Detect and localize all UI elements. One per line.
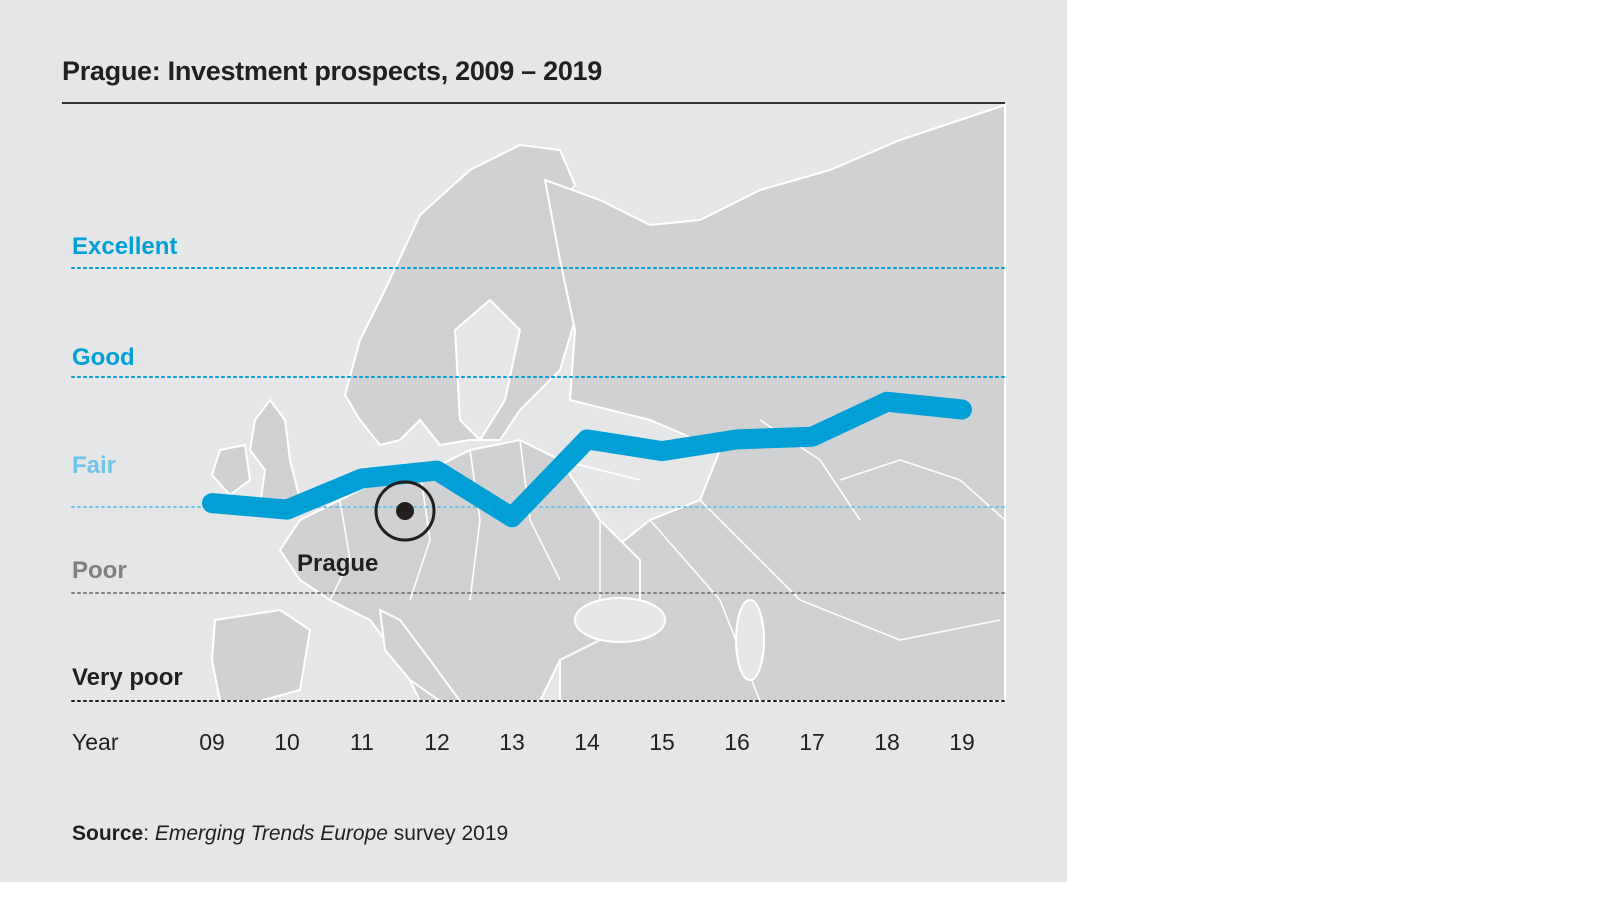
data-point bbox=[361, 477, 363, 480]
map-border bbox=[469, 449, 481, 601]
x-axis-ticks: Year 09 10 11 12 13 14 15 16 17 18 19 bbox=[72, 729, 975, 755]
data-point bbox=[586, 438, 588, 441]
x-tick-label: 19 bbox=[949, 729, 975, 755]
data-point bbox=[511, 516, 513, 519]
map-baltic-sea bbox=[453, 298, 522, 442]
city-label: Prague bbox=[297, 550, 378, 577]
x-tick-label: 13 bbox=[499, 729, 525, 755]
level-labels: Very poor Poor Fair Good Excellent bbox=[72, 233, 183, 691]
source-label: Source bbox=[72, 822, 144, 845]
source-publication: Emerging Trends Europe bbox=[154, 822, 388, 845]
map-border bbox=[799, 599, 1001, 641]
map-black-sea bbox=[574, 597, 666, 643]
x-tick-label: 17 bbox=[799, 729, 825, 755]
map-border bbox=[519, 439, 561, 581]
target-ring-icon bbox=[374, 480, 436, 542]
source-note: Source: Emerging Trends Europe survey 20… bbox=[72, 822, 508, 846]
map-border bbox=[699, 499, 801, 601]
title-divider bbox=[62, 102, 1005, 104]
level-label-very-poor: Very poor bbox=[72, 664, 183, 691]
x-tick-label: 18 bbox=[874, 729, 900, 755]
data-point bbox=[736, 438, 738, 441]
map-caspian-sea bbox=[735, 599, 765, 681]
x-tick-label: 10 bbox=[274, 729, 300, 755]
data-point bbox=[661, 450, 663, 453]
map-landmass bbox=[210, 443, 252, 497]
map-landmass bbox=[210, 608, 312, 702]
data-point bbox=[886, 400, 888, 403]
data-point bbox=[961, 408, 963, 411]
x-tick-label: 16 bbox=[724, 729, 750, 755]
x-tick-label: 15 bbox=[649, 729, 675, 755]
source-separator: : bbox=[143, 822, 155, 845]
target-dot-icon bbox=[396, 502, 414, 520]
europe-map bbox=[210, 103, 1006, 702]
level-label-poor: Poor bbox=[72, 557, 127, 584]
level-label-good: Good bbox=[72, 344, 135, 371]
x-tick-label: 09 bbox=[199, 729, 225, 755]
map-border bbox=[839, 459, 1006, 521]
data-point bbox=[211, 502, 213, 505]
x-axis-label: Year bbox=[72, 729, 119, 755]
prague-marker: Prague bbox=[297, 480, 436, 577]
map-border bbox=[329, 499, 351, 601]
data-point bbox=[436, 469, 438, 472]
level-label-fair: Fair bbox=[72, 452, 116, 479]
map-border bbox=[409, 469, 431, 601]
series-prague bbox=[202, 391, 972, 528]
chart-title: Prague: Investment prospects, 2009 – 201… bbox=[62, 56, 602, 86]
data-point bbox=[811, 435, 813, 438]
x-tick-label: 12 bbox=[424, 729, 450, 755]
data-point bbox=[286, 508, 288, 511]
x-tick-label: 11 bbox=[350, 729, 374, 755]
x-tick-label: 14 bbox=[574, 729, 600, 755]
level-label-excellent: Excellent bbox=[72, 233, 177, 260]
source-rest: survey 2019 bbox=[387, 822, 509, 845]
